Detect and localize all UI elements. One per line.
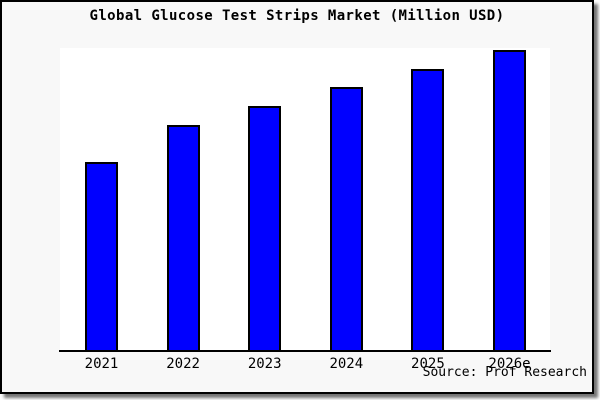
plot-area xyxy=(60,48,550,350)
bar-2023 xyxy=(248,106,282,350)
chart-frame: Global Glucose Test Strips Market (Milli… xyxy=(0,0,594,394)
source-text: Source: Prof Research xyxy=(422,365,587,380)
x-tick-2023: 2023 xyxy=(247,356,282,372)
x-tick-2025: 2025 xyxy=(411,356,445,372)
bar-2021 xyxy=(85,162,118,350)
x-tick-2026e: 2026e xyxy=(488,356,531,372)
bar-2024 xyxy=(329,87,363,350)
x-tick-2021: 2021 xyxy=(84,356,119,372)
bar-2026e xyxy=(493,50,526,350)
chart-title: Global Glucose Test Strips Market (Milli… xyxy=(89,8,505,24)
x-axis-line xyxy=(59,350,551,352)
x-tick-2024: 2024 xyxy=(329,356,364,372)
bar-2025 xyxy=(411,69,445,350)
x-tick-2022: 2022 xyxy=(166,356,200,372)
bar-2022 xyxy=(166,125,200,350)
